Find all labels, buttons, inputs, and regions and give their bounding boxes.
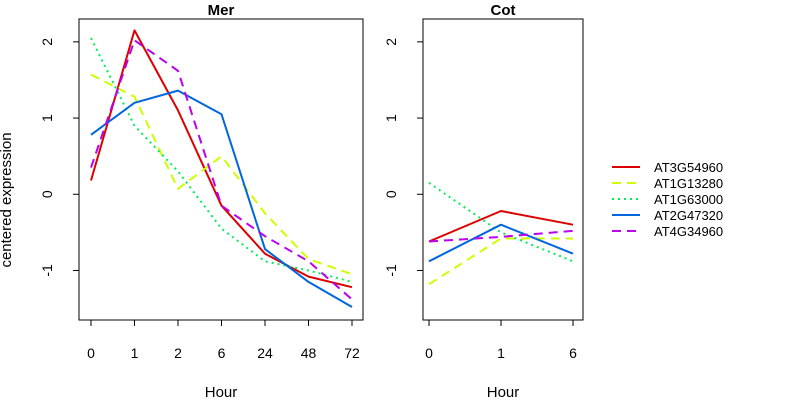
y-tick-label: 0 [39, 190, 55, 198]
legend-label: AT1G63000 [654, 192, 723, 207]
x-axis-title: Hour [205, 384, 238, 400]
legend-label: AT2G47320 [654, 208, 723, 223]
y-axis-title: centered expression [0, 132, 15, 267]
y-tick-label: 0 [383, 190, 399, 198]
panel-mer: Mer 0 1 2 6 24 48 72 Hour -1 0 1 2 [39, 2, 364, 400]
x-tick-label: 48 [301, 345, 317, 361]
x-tick-label: 6 [218, 345, 226, 361]
legend-label: AT3G54960 [654, 160, 723, 175]
panel-title: Mer [208, 2, 235, 19]
legend-label: AT1G13280 [654, 176, 723, 191]
x-tick-label: 24 [257, 345, 273, 361]
panel-title: Cot [491, 2, 516, 19]
x-tick-label: 6 [569, 345, 577, 361]
y-tick-label: -1 [383, 264, 399, 277]
plot-frame [422, 18, 584, 321]
x-tick-label: 72 [344, 345, 360, 361]
panels: Mer 0 1 2 6 24 48 72 Hour -1 0 1 2 Cot 0 1 6 Hour -1 0 1 2 [39, 2, 584, 400]
x-tick-label: 0 [87, 345, 95, 361]
x-tick-label: 2 [174, 345, 182, 361]
legend-item: AT1G63000 [612, 192, 723, 207]
series-line-at4g34960 [90, 39, 353, 301]
x-tick-label: 1 [497, 345, 505, 361]
y-tick-label: 2 [383, 38, 399, 46]
legend-item: AT2G47320 [612, 208, 723, 223]
panel-cot: Cot 0 1 6 Hour -1 0 1 2 [383, 2, 584, 400]
series-line-at1g13280 [90, 73, 353, 276]
legend-item: AT3G54960 [612, 160, 723, 175]
legend-item: AT4G34960 [612, 224, 723, 239]
x-tick-label: 1 [131, 345, 139, 361]
legend: AT3G54960AT1G13280AT1G63000AT2G47320AT4G… [612, 160, 723, 239]
legend-label: AT4G34960 [654, 224, 723, 239]
series-line-at2g47320 [90, 89, 353, 308]
y-tick-label: 1 [383, 114, 399, 122]
legend-item: AT1G13280 [612, 176, 723, 191]
y-tick-label: 1 [39, 114, 55, 122]
series-line-at4g34960 [428, 229, 574, 243]
series-line-at3g54960 [428, 210, 574, 243]
y-tick-label: 2 [39, 38, 55, 46]
y-tick-label: -1 [39, 264, 55, 277]
x-tick-label: 0 [425, 345, 433, 361]
series-line-at1g63000 [90, 37, 353, 283]
series-line-at3g54960 [90, 29, 353, 289]
series-line-at1g63000 [428, 181, 574, 263]
x-axis-title: Hour [487, 384, 520, 400]
plot-frame [78, 18, 364, 321]
series-line-at2g47320 [428, 223, 574, 263]
